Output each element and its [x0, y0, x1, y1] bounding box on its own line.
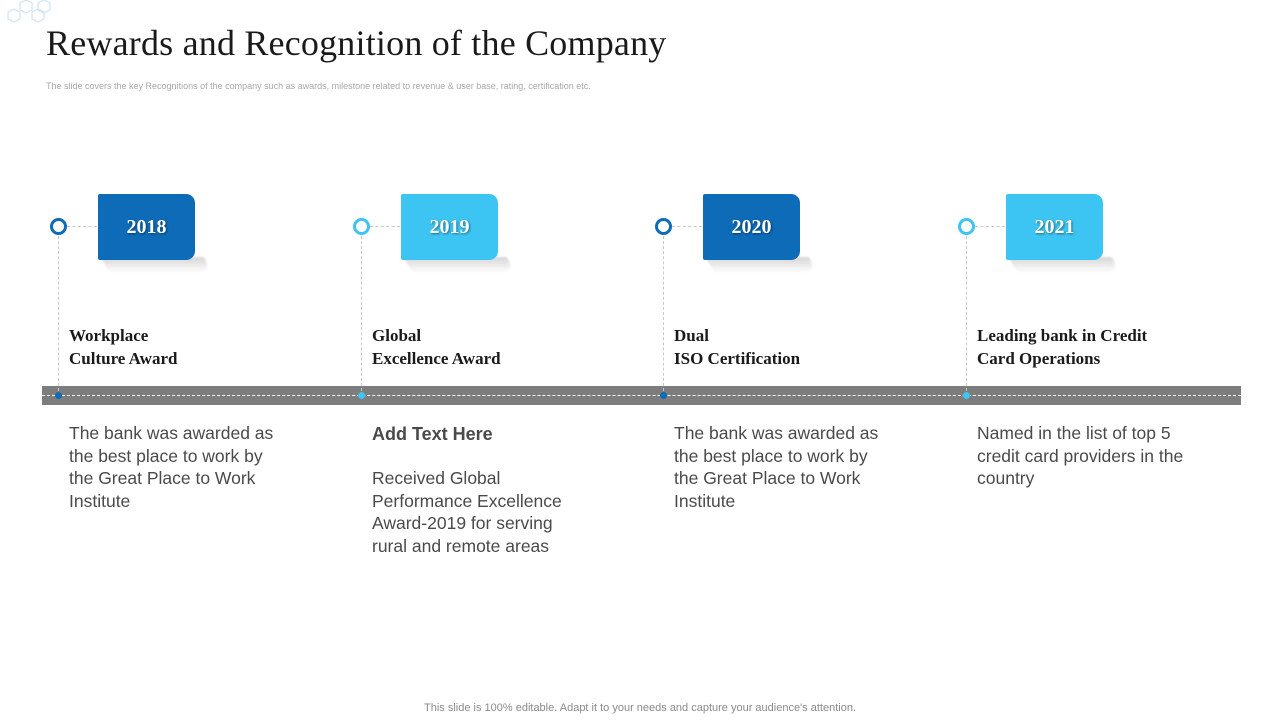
timeline-ring-marker	[655, 218, 672, 235]
award-description: The bank was awarded as the best place t…	[69, 423, 274, 511]
award-description: The bank was awarded as the best place t…	[674, 423, 879, 511]
award-title-line: Excellence Award	[372, 349, 501, 368]
year-label: 2019	[401, 194, 498, 260]
timeline-dot	[55, 392, 62, 399]
connector-line	[370, 226, 400, 227]
milestone-2019: 2019 Global Excellence Award Add Text He…	[345, 0, 645, 720]
connector-line	[58, 236, 59, 396]
connector-line	[975, 226, 1005, 227]
award-title-line: Global	[372, 326, 422, 345]
award-title-line: Dual	[674, 326, 709, 345]
connector-line	[361, 236, 362, 396]
page-subtitle: The slide covers the key Recognitions of…	[46, 81, 591, 91]
connector-line	[966, 236, 967, 396]
connector-line	[67, 226, 97, 227]
connector-line	[672, 226, 702, 227]
hexagon-decoration-icon	[7, 0, 51, 23]
timeline-dot	[963, 392, 970, 399]
milestone-2018: 2018 Workplace Culture Award The bank wa…	[42, 0, 342, 720]
award-title-line: Leading bank in Credit	[977, 326, 1148, 345]
award-description: Received Global Performance Excellence A…	[372, 468, 562, 556]
timeline-ring-marker	[958, 218, 975, 235]
year-label: 2020	[703, 194, 800, 260]
award-title: Global Excellence Award	[372, 324, 602, 370]
award-description-heading: Add Text Here	[372, 424, 493, 444]
milestone-2021: 2021 Leading bank in Credit Card Operati…	[950, 0, 1250, 720]
award-title: Dual ISO Certification	[674, 324, 904, 370]
milestone-2020: 2020 Dual ISO Certification The bank was…	[647, 0, 947, 720]
timeline-bar	[42, 386, 1241, 405]
page-title: Rewards and Recognition of the Company	[46, 23, 667, 63]
year-label: 2021	[1006, 194, 1103, 260]
timeline-ring-marker	[353, 218, 370, 235]
timeline-dashed-line	[42, 395, 1241, 396]
connector-line	[663, 236, 664, 396]
timeline-dot	[358, 392, 365, 399]
award-title-line: Card Operations	[977, 349, 1101, 368]
award-title-line: Workplace	[69, 326, 149, 345]
award-title: Workplace Culture Award	[69, 324, 299, 370]
footer-note: This slide is 100% editable. Adapt it to…	[424, 702, 856, 714]
timeline-dot	[660, 392, 667, 399]
award-title-line: ISO Certification	[674, 349, 801, 368]
timeline-ring-marker	[50, 218, 67, 235]
award-description: Named in the list of top 5 credit card p…	[977, 423, 1184, 488]
year-label: 2018	[98, 194, 195, 260]
award-title: Leading bank in Credit Card Operations	[977, 324, 1207, 370]
award-title-line: Culture Award	[69, 349, 178, 368]
